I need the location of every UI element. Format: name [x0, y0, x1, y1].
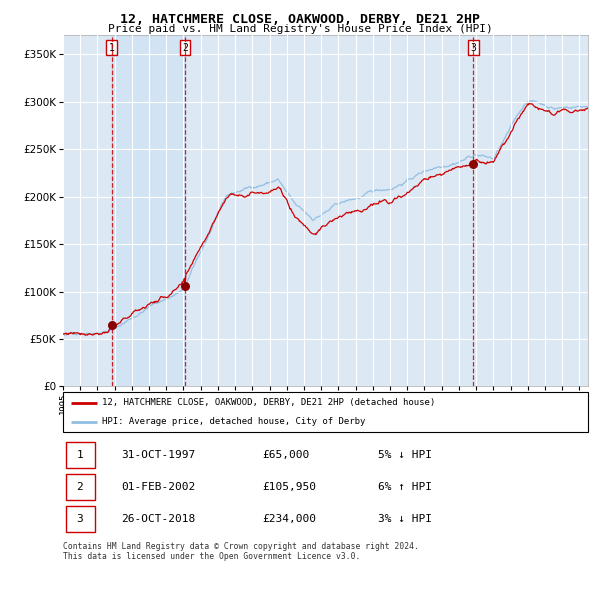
Text: 3% ↓ HPI: 3% ↓ HPI: [378, 514, 432, 524]
Text: £234,000: £234,000: [263, 514, 317, 524]
Text: 2: 2: [76, 482, 83, 491]
Text: 5% ↓ HPI: 5% ↓ HPI: [378, 450, 432, 460]
Text: 1: 1: [109, 42, 115, 53]
Text: 1: 1: [76, 450, 83, 460]
Bar: [112, 35, 185, 386]
Text: 12, HATCHMERE CLOSE, OAKWOOD, DERBY, DE21 2HP: 12, HATCHMERE CLOSE, OAKWOOD, DERBY, DE2…: [120, 13, 480, 26]
Text: 01-FEB-2002: 01-FEB-2002: [121, 482, 195, 491]
FancyBboxPatch shape: [65, 441, 95, 468]
Text: £105,950: £105,950: [263, 482, 317, 491]
Text: 31-OCT-1997: 31-OCT-1997: [121, 450, 195, 460]
Text: Contains HM Land Registry data © Crown copyright and database right 2024.
This d: Contains HM Land Registry data © Crown c…: [63, 542, 419, 561]
FancyBboxPatch shape: [65, 474, 95, 500]
Text: 2: 2: [182, 42, 188, 53]
Text: Price paid vs. HM Land Registry's House Price Index (HPI): Price paid vs. HM Land Registry's House …: [107, 24, 493, 34]
Text: HPI: Average price, detached house, City of Derby: HPI: Average price, detached house, City…: [103, 417, 366, 427]
Text: £65,000: £65,000: [263, 450, 310, 460]
Text: 12, HATCHMERE CLOSE, OAKWOOD, DERBY, DE21 2HP (detached house): 12, HATCHMERE CLOSE, OAKWOOD, DERBY, DE2…: [103, 398, 436, 408]
Text: 26-OCT-2018: 26-OCT-2018: [121, 514, 195, 524]
FancyBboxPatch shape: [65, 506, 95, 532]
Text: 3: 3: [470, 42, 476, 53]
Text: 6% ↑ HPI: 6% ↑ HPI: [378, 482, 432, 491]
Text: 3: 3: [76, 514, 83, 524]
